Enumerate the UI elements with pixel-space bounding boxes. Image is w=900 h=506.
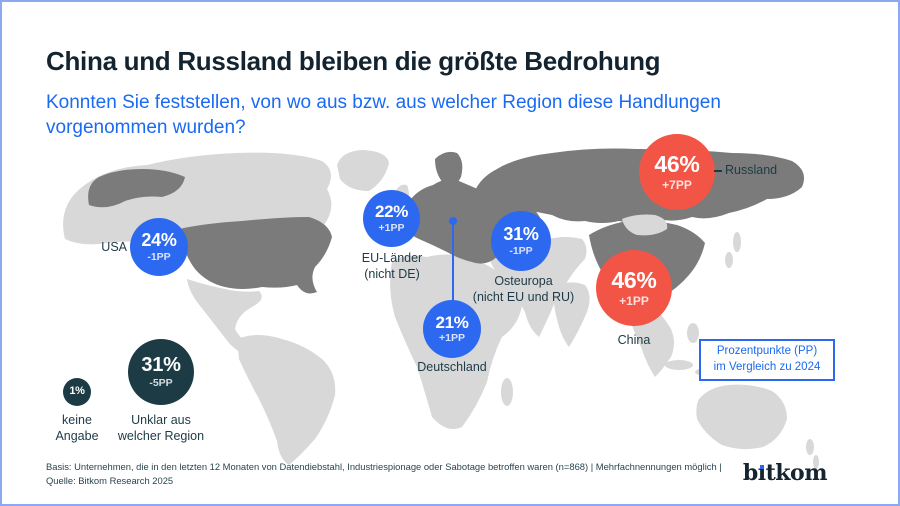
bubble-china-value: 46% — [611, 267, 657, 294]
bubble-deutschland: 21% +1PP — [423, 300, 481, 358]
label-eu: EU-Länder (nicht DE) — [332, 251, 452, 282]
bubble-usa-value: 24% — [141, 230, 177, 251]
label-unklar-line2: welcher Region — [117, 428, 205, 443]
label-eu-line1: EU-Länder — [361, 251, 423, 265]
pp-legend-line1: Prozentpunkte (PP) — [716, 345, 818, 358]
bubble-china: 46% +1PP — [596, 250, 672, 326]
map-scandinavia — [435, 151, 463, 186]
bitkom-logo-pre: b — [742, 460, 758, 486]
bubble-usa-change: -1PP — [147, 250, 171, 263]
label-usa: USA — [101, 240, 127, 254]
source-note-line2: Quelle: Bitkom Research 2025 — [46, 475, 174, 487]
source-note-line1: Basis: Unternehmen, die in den letzten 1… — [46, 461, 722, 472]
bubble-osteuropa-change: -1PP — [509, 244, 533, 257]
bubble-eu: 22% +1PP — [363, 190, 420, 247]
bubble-eu-change: +1PP — [378, 221, 405, 234]
pp-legend-box: Prozentpunkte (PP) im Vergleich zu 2024 — [699, 339, 835, 381]
bubble-unklar-change: -5PP — [149, 377, 173, 389]
label-osteuropa-line2: (nicht EU und RU) — [472, 289, 575, 304]
label-deutschland: Deutschland — [417, 360, 487, 374]
map-india — [553, 282, 590, 347]
bubble-russland-value: 46% — [654, 151, 700, 178]
map-russia — [472, 148, 805, 223]
germany-marker-dot — [449, 217, 457, 225]
page-title: China und Russland bleiben die größte Be… — [46, 46, 661, 76]
label-osteuropa: Osteuropa (nicht EU und RU) — [446, 274, 601, 305]
label-keine-angabe: keine Angabe — [42, 413, 112, 444]
map-alaska — [88, 169, 185, 208]
bubble-usa: 24% -1PP — [130, 218, 188, 276]
bitkom-logo-post: tkom — [765, 460, 828, 486]
world-map — [63, 148, 819, 469]
bubble-keine-angabe: 1% — [63, 378, 91, 406]
bitkom-logo-i-glyph: ı — [757, 460, 766, 486]
bubble-unklar-value: 31% — [141, 354, 181, 376]
label-osteuropa-line1: Osteuropa — [494, 274, 553, 288]
russland-connector — [714, 170, 722, 172]
map-new-zealand — [806, 439, 814, 455]
map-philippines — [687, 323, 699, 343]
map-greenland — [337, 150, 389, 191]
label-keine-angabe-line2: Angabe — [55, 428, 99, 443]
label-unklar: Unklar aus welcher Region — [101, 413, 221, 444]
label-unklar-line1: Unklar aus — [131, 413, 191, 427]
label-eu-line2: (nicht DE) — [364, 266, 420, 281]
bubble-unklar: 31% -5PP — [128, 339, 194, 405]
map-indonesia — [665, 360, 693, 370]
bubble-osteuropa: 31% -1PP — [491, 211, 551, 271]
label-keine-angabe-line1: keine — [62, 413, 92, 427]
pp-legend-line2: im Vergleich zu 2024 — [713, 361, 821, 373]
bubble-deutschland-value: 21% — [435, 312, 469, 332]
map-japan-2 — [725, 252, 733, 268]
bubble-russland-change: +7PP — [662, 177, 692, 192]
map-australia — [696, 384, 787, 450]
label-china: China — [617, 333, 651, 347]
bitkom-logo-i: ı — [758, 460, 766, 486]
survey-question: Konnten Sie feststellen, von wo aus bzw.… — [46, 92, 721, 139]
bubble-keine-angabe-value: 1% — [69, 385, 85, 398]
map-south-america — [237, 335, 336, 465]
bitkom-logo-blue-dot — [759, 465, 764, 469]
map-mongolia — [622, 214, 668, 236]
label-russland: Russland — [725, 163, 778, 177]
map-japan — [733, 232, 741, 252]
map-new-zealand-2 — [813, 455, 819, 469]
bubble-russland: 46% +7PP — [639, 134, 715, 210]
map-mexico-central-america — [187, 279, 285, 363]
map-usa — [179, 217, 332, 294]
bubble-deutschland-change: +1PP — [439, 332, 465, 345]
map-madagascar — [501, 378, 513, 406]
bubble-osteuropa-value: 31% — [503, 224, 539, 245]
bubble-china-change: +1PP — [619, 293, 649, 308]
bubble-eu-value: 22% — [374, 202, 409, 222]
bitkom-logo: bı tkom — [742, 460, 828, 486]
source-note: Basis: Unternehmen, die in den letzten 1… — [46, 460, 726, 488]
